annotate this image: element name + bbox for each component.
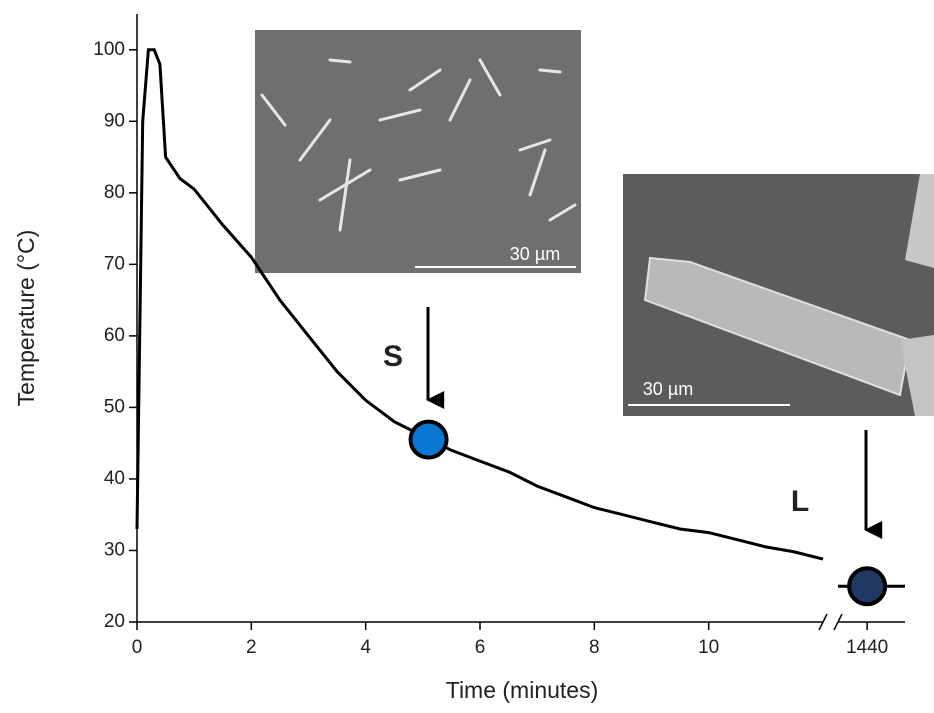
point-label: L xyxy=(791,485,809,518)
y-tick-label: 20 xyxy=(104,611,125,632)
x-tick-label: 2 xyxy=(246,637,257,658)
y-axis-title: Temperature (°C) xyxy=(13,230,39,407)
scale-label: 30 µm xyxy=(510,244,560,264)
axis-break xyxy=(818,613,828,631)
y-tick-label: 30 xyxy=(104,539,125,560)
y-tick-label: 100 xyxy=(93,39,125,60)
y-tick-label: 70 xyxy=(104,253,125,274)
axis-break xyxy=(833,613,843,631)
x-tick-label: 8 xyxy=(589,637,600,658)
x-tick-label: 4 xyxy=(360,637,371,658)
x-tick-label: 6 xyxy=(475,637,486,658)
sample-point xyxy=(847,566,888,607)
y-tick-label: 40 xyxy=(104,468,125,489)
data-line xyxy=(135,48,824,561)
y-tick-label: 60 xyxy=(104,325,125,346)
point-label: S xyxy=(383,340,403,373)
sample-point xyxy=(408,419,449,460)
micrograph-s: 30 µm xyxy=(255,30,581,273)
micrograph-l: 30 µm xyxy=(623,174,934,416)
scale-label: 30 µm xyxy=(643,379,693,399)
y-tick-label: 50 xyxy=(104,396,125,417)
x-tick-label: 10 xyxy=(698,637,719,658)
x-axis-title: Time (minutes) xyxy=(446,677,599,703)
y-tick-label: 90 xyxy=(104,110,125,131)
x-tick-label: 1440 xyxy=(846,637,888,658)
y-tick-label: 80 xyxy=(104,182,125,203)
x-tick-label: 0 xyxy=(132,637,143,658)
